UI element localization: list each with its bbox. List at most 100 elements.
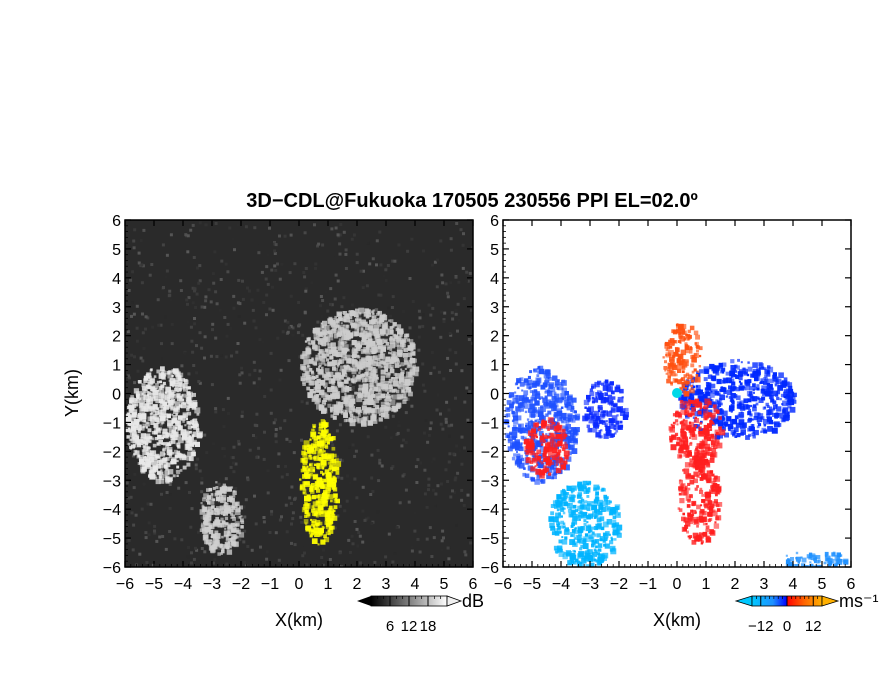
noise-pixel [141, 312, 144, 316]
echo-pixel [516, 415, 522, 421]
echo-pixel [301, 450, 306, 456]
echo-pixel [207, 509, 214, 515]
echo-pixel [165, 457, 170, 461]
echo-pixel [763, 380, 768, 385]
noise-pixel [361, 347, 364, 351]
echo-pixel [202, 529, 207, 534]
echo-pixel [662, 356, 665, 359]
echo-pixel [554, 421, 559, 426]
echo-pixel [332, 374, 337, 379]
noise-pixel [236, 223, 240, 227]
echo-pixel [185, 386, 189, 390]
echo-pixel [705, 522, 708, 525]
echo-pixel [306, 494, 311, 499]
echo-pixel [309, 438, 312, 441]
echo-pixel [545, 433, 548, 436]
noise-pixel [159, 323, 163, 327]
echo-pixel [540, 443, 544, 446]
echo-pixel [567, 451, 572, 456]
echo-pixel [381, 405, 386, 410]
noise-pixel [404, 441, 408, 444]
echo-pixel [689, 535, 692, 538]
echo-pixel [601, 420, 607, 425]
echo-pixel [331, 359, 338, 366]
noise-pixel [445, 400, 449, 404]
echo-pixel [373, 386, 378, 392]
echo-pixel [733, 394, 738, 398]
noise-pixel [380, 464, 384, 468]
noise-pixel [450, 423, 454, 427]
echo-pixel [712, 418, 719, 425]
echo-pixel [156, 427, 161, 432]
noise-pixel [457, 318, 461, 322]
echo-pixel [552, 452, 558, 458]
echo-pixel [306, 465, 309, 468]
echo-pixel [710, 383, 716, 389]
echo-pixel [696, 452, 703, 459]
echo-pixel [196, 412, 200, 416]
echo-pixel [512, 427, 517, 432]
echo-pixel [384, 321, 388, 326]
noise-pixel [265, 313, 268, 317]
echo-pixel [526, 438, 532, 445]
noise-pixel [165, 269, 169, 273]
echo-pixel [336, 332, 341, 338]
echo-pixel [568, 445, 571, 449]
echo-pixel [167, 420, 174, 427]
echo-pixel [710, 390, 713, 393]
echo-pixel [619, 420, 623, 424]
echo-pixel [360, 327, 364, 331]
echo-pixel [329, 355, 334, 360]
echo-pixel [554, 415, 558, 419]
noise-pixel [434, 492, 438, 496]
echo-pixel [716, 400, 721, 404]
echo-pixel [372, 378, 377, 383]
echo-pixel [408, 391, 413, 397]
echo-pixel [327, 343, 333, 348]
noise-pixel [427, 303, 431, 307]
echo-pixel [677, 379, 683, 385]
echo-pixel [711, 510, 718, 517]
noise-pixel [274, 440, 278, 444]
noise-pixel [283, 234, 287, 238]
echo-pixel [682, 512, 685, 516]
echo-pixel [532, 439, 538, 445]
echo-pixel [316, 378, 321, 383]
echo-pixel [686, 504, 691, 508]
noise-pixel [436, 484, 440, 488]
echo-pixel [388, 337, 393, 341]
echo-pixel [408, 339, 414, 344]
echo-pixel [787, 411, 790, 414]
echo-pixel [309, 486, 313, 490]
noise-pixel [236, 342, 240, 345]
noise-pixel [194, 546, 197, 550]
echo-pixel [332, 366, 336, 371]
echo-pixel [688, 399, 691, 402]
echo-pixel [564, 439, 570, 446]
echo-pixel [565, 420, 570, 424]
echo-pixel [204, 519, 211, 525]
echo-pixel [548, 376, 553, 381]
echo-pixel [225, 536, 229, 540]
echo-pixel [333, 509, 336, 513]
noise-pixel [305, 563, 309, 567]
echo-pixel [700, 449, 705, 453]
echo-pixel [525, 457, 532, 464]
echo-pixel [172, 385, 175, 388]
echo-pixel [516, 378, 522, 384]
echo-pixel [683, 490, 689, 496]
echo-pixel [137, 462, 141, 465]
noise-pixel [243, 529, 247, 533]
echo-pixel [328, 372, 331, 375]
echo-pixel [720, 402, 723, 406]
echo-pixel [130, 438, 136, 444]
noise-pixel [230, 354, 233, 358]
echo-pixel [328, 371, 334, 378]
echo-pixel [302, 460, 308, 466]
echo-pixel [683, 468, 690, 475]
noise-pixel [320, 315, 324, 318]
echo-pixel [726, 389, 733, 396]
echo-pixel [331, 328, 336, 334]
echo-pixel [681, 424, 687, 430]
